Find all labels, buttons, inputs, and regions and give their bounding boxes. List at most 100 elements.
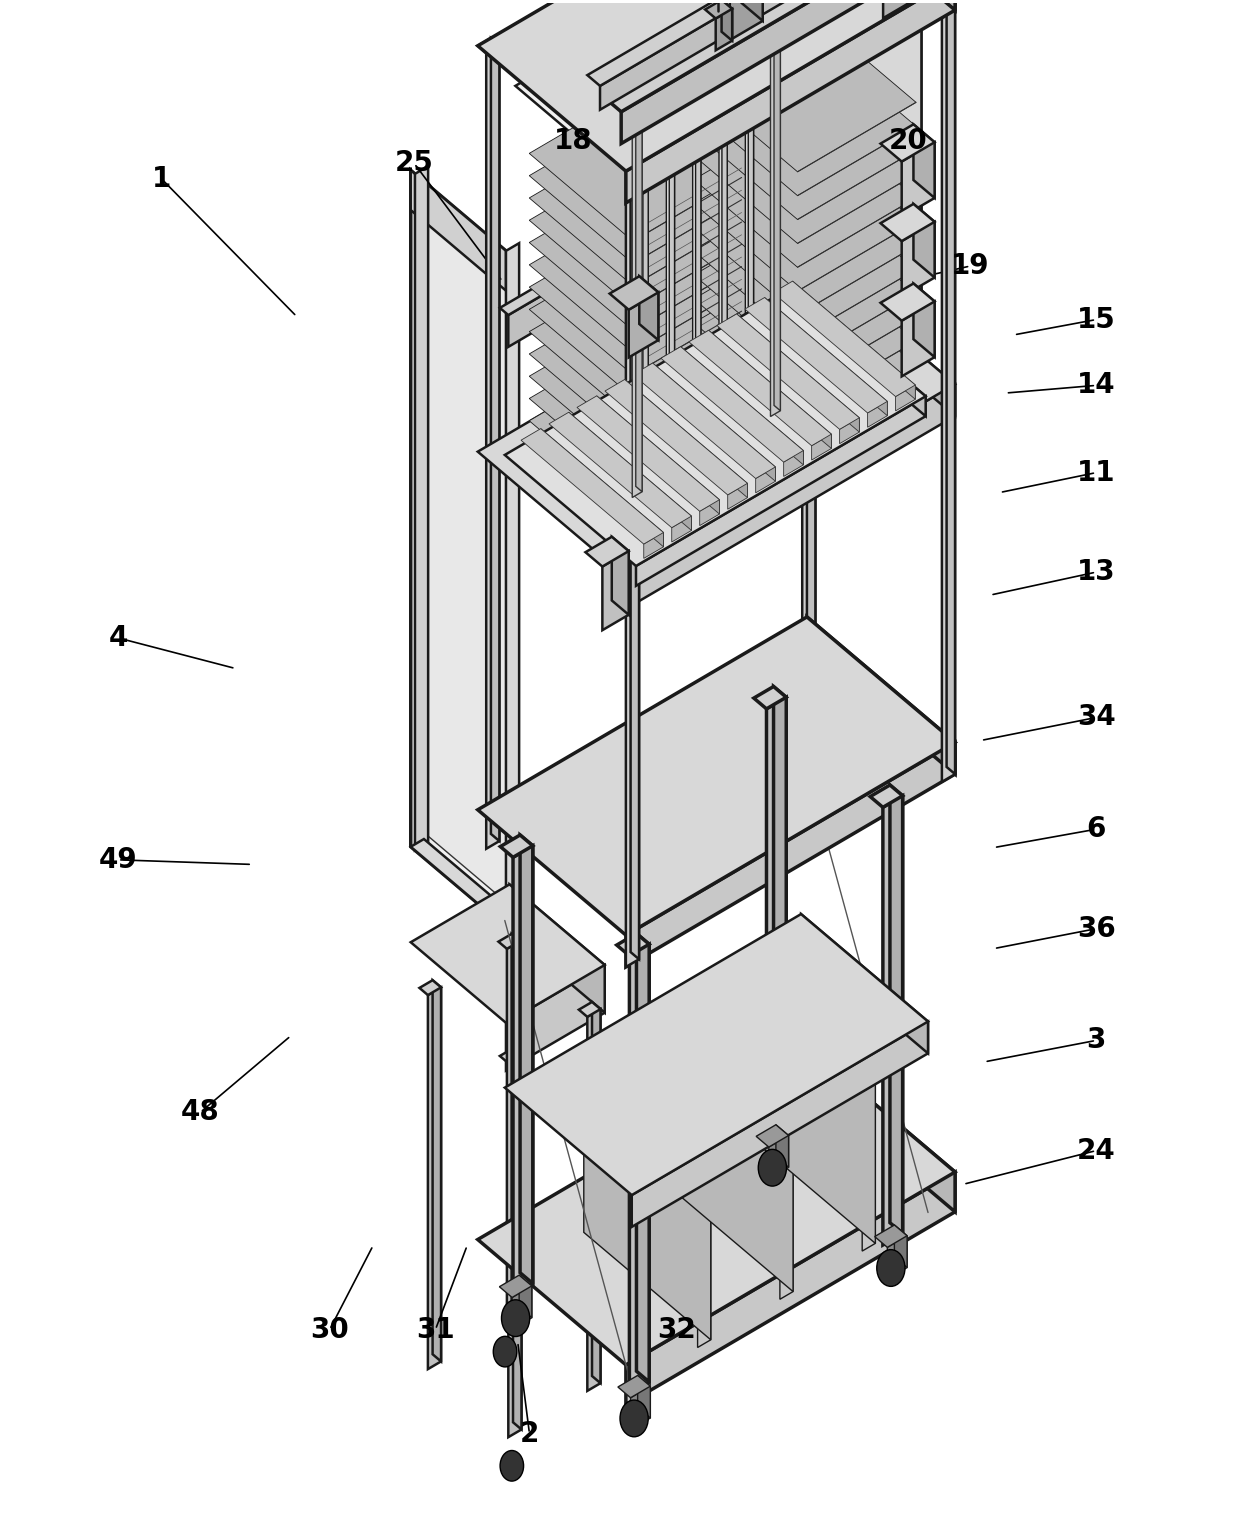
Polygon shape — [415, 166, 428, 851]
Polygon shape — [500, 250, 608, 315]
Polygon shape — [529, 379, 742, 531]
Polygon shape — [795, 286, 926, 416]
Polygon shape — [477, 1046, 955, 1366]
Polygon shape — [507, 942, 520, 1322]
Polygon shape — [626, 163, 639, 968]
Polygon shape — [549, 412, 692, 528]
Polygon shape — [812, 435, 831, 461]
Polygon shape — [774, 40, 780, 410]
Text: 6: 6 — [1086, 816, 1106, 843]
Text: 2: 2 — [520, 1419, 539, 1448]
Polygon shape — [500, 1275, 532, 1298]
Polygon shape — [653, 1025, 794, 1140]
Polygon shape — [637, 1375, 650, 1418]
Polygon shape — [505, 914, 928, 1195]
Text: 3: 3 — [1086, 1026, 1106, 1054]
Polygon shape — [749, 977, 875, 1243]
Polygon shape — [631, 117, 746, 559]
Polygon shape — [513, 1048, 522, 1430]
Polygon shape — [584, 1074, 711, 1339]
Polygon shape — [529, 335, 742, 487]
Polygon shape — [694, 276, 916, 435]
Polygon shape — [914, 284, 935, 358]
Polygon shape — [625, 379, 748, 498]
Polygon shape — [694, 253, 916, 410]
Polygon shape — [880, 204, 935, 241]
Polygon shape — [541, 429, 663, 547]
Polygon shape — [477, 0, 955, 170]
Polygon shape — [626, 120, 642, 132]
Polygon shape — [717, 313, 859, 430]
Polygon shape — [839, 418, 859, 444]
Polygon shape — [715, 9, 732, 51]
Polygon shape — [807, 0, 955, 11]
Polygon shape — [626, 384, 955, 608]
Polygon shape — [888, 1236, 908, 1279]
Polygon shape — [577, 396, 719, 511]
Polygon shape — [626, 742, 955, 968]
Polygon shape — [510, 885, 605, 1012]
Polygon shape — [529, 157, 742, 309]
Polygon shape — [661, 347, 804, 462]
Polygon shape — [694, 38, 916, 195]
Polygon shape — [506, 965, 605, 1071]
Polygon shape — [740, 95, 754, 104]
Polygon shape — [694, 229, 916, 387]
Polygon shape — [696, 126, 701, 496]
Polygon shape — [618, 157, 639, 170]
Polygon shape — [737, 313, 859, 432]
Circle shape — [501, 1299, 529, 1336]
Polygon shape — [706, 0, 732, 18]
Text: 36: 36 — [1076, 915, 1116, 943]
Polygon shape — [754, 687, 786, 708]
Polygon shape — [666, 1025, 794, 1292]
Polygon shape — [599, 250, 608, 289]
Polygon shape — [694, 63, 916, 220]
Polygon shape — [807, 260, 955, 416]
Polygon shape — [745, 298, 888, 413]
Polygon shape — [670, 141, 675, 511]
Polygon shape — [491, 38, 500, 842]
Polygon shape — [792, 281, 915, 399]
Polygon shape — [666, 146, 675, 518]
Polygon shape — [506, 243, 520, 928]
Text: 31: 31 — [417, 1316, 455, 1344]
Circle shape — [500, 1450, 523, 1481]
Polygon shape — [764, 40, 780, 51]
Polygon shape — [745, 100, 754, 470]
Polygon shape — [500, 836, 533, 857]
Polygon shape — [529, 89, 742, 241]
Polygon shape — [513, 846, 533, 1295]
Polygon shape — [630, 945, 650, 1393]
Polygon shape — [771, 84, 780, 455]
Polygon shape — [428, 988, 441, 1369]
Polygon shape — [640, 276, 658, 339]
Polygon shape — [529, 178, 742, 330]
Polygon shape — [769, 1135, 789, 1180]
Text: 18: 18 — [554, 126, 593, 155]
Polygon shape — [588, 1009, 600, 1392]
Polygon shape — [862, 1084, 875, 1252]
Polygon shape — [521, 429, 663, 544]
Polygon shape — [880, 284, 935, 321]
Polygon shape — [520, 1275, 532, 1318]
Polygon shape — [890, 785, 903, 1233]
Polygon shape — [626, 1172, 955, 1404]
Polygon shape — [570, 1074, 711, 1189]
Polygon shape — [805, 0, 921, 389]
Polygon shape — [410, 170, 506, 290]
Polygon shape — [722, 0, 732, 40]
Polygon shape — [616, 934, 650, 955]
Text: 1: 1 — [151, 164, 171, 194]
Polygon shape — [755, 467, 775, 493]
Circle shape — [877, 1250, 905, 1286]
Polygon shape — [644, 533, 663, 559]
Polygon shape — [636, 934, 650, 1382]
Polygon shape — [807, 1046, 955, 1212]
Polygon shape — [588, 0, 889, 86]
Polygon shape — [880, 0, 909, 3]
Circle shape — [494, 1336, 517, 1367]
Polygon shape — [694, 111, 916, 267]
Polygon shape — [631, 157, 639, 960]
Polygon shape — [714, 111, 727, 120]
